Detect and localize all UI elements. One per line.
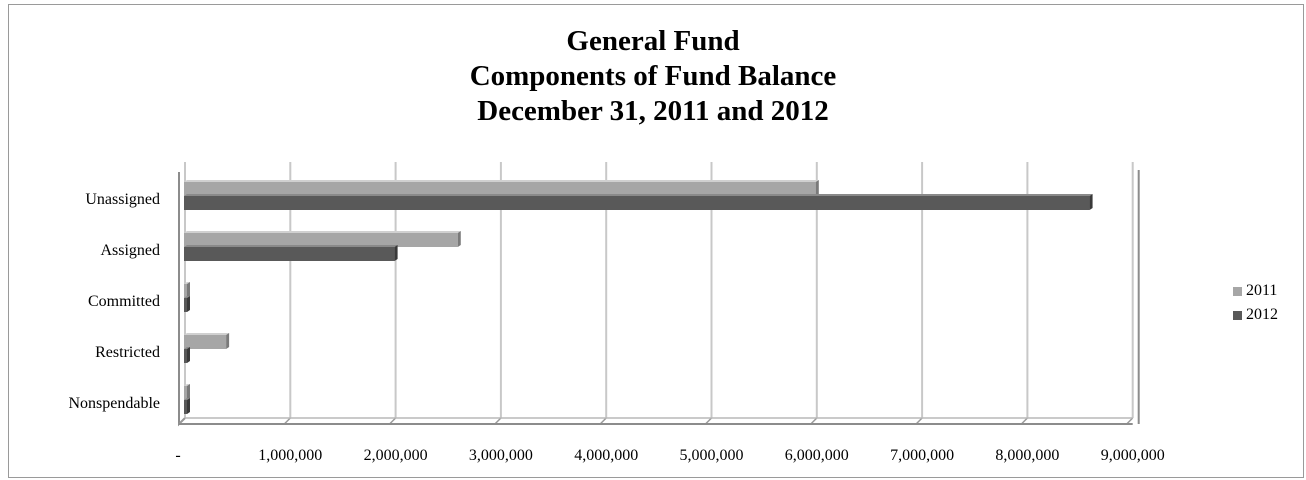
legend-item-2012: 2012	[1233, 303, 1278, 327]
chart-title-line-3: December 31, 2011 and 2012	[477, 95, 829, 127]
category-label: Assigned	[100, 242, 160, 259]
bar-side-face	[187, 347, 190, 363]
legend-swatch-2012	[1233, 310, 1242, 320]
bar-top-face	[184, 245, 398, 247]
bar-side-face	[457, 231, 461, 247]
bar-top-face	[184, 282, 190, 284]
bar-side-face	[187, 398, 190, 414]
x-tick-label: 8,000,000	[995, 447, 1059, 464]
x-tick-label: 5,000,000	[680, 447, 744, 464]
bar-2012-assigned	[184, 247, 395, 261]
category-label: Nonspendable	[68, 395, 160, 412]
bar-side-face	[394, 245, 398, 261]
x-tick-label: 7,000,000	[890, 447, 954, 464]
chart-title-line-2: Components of Fund Balance	[469, 60, 837, 92]
bar-2011-unassigned	[184, 182, 816, 196]
bar-2011-nonspendable	[184, 386, 187, 400]
bar-2012-nonspendable	[184, 400, 187, 414]
bar-top-face	[184, 296, 190, 298]
x-tick-label: 9,000,000	[1101, 447, 1165, 464]
bar-2011-restricted	[184, 335, 227, 349]
bar-side-face	[815, 180, 819, 196]
bar-side-face	[187, 282, 190, 298]
legend-item-2011: 2011	[1233, 279, 1278, 303]
legend-label-2012: 2012	[1246, 306, 1278, 323]
category-label: Unassigned	[85, 191, 160, 208]
legend-swatch-2011	[1233, 286, 1242, 296]
bar-side-face	[1089, 194, 1093, 210]
x-tick-label: 3,000,000	[469, 447, 533, 464]
x-tick-label: 1,000,000	[258, 447, 322, 464]
bar-top-face	[184, 180, 819, 182]
bar-top-face	[184, 384, 190, 386]
category-label: Restricted	[95, 344, 160, 361]
bar-top-face	[184, 347, 190, 349]
bar-top-face	[184, 231, 461, 233]
bar-top-face	[184, 398, 190, 400]
x-tick-label: 2,000,000	[364, 447, 428, 464]
bar-2012-committed	[184, 298, 187, 312]
legend: 2011 2012	[1233, 279, 1278, 327]
x-tick-label: 6,000,000	[785, 447, 849, 464]
x-tick-label: 4,000,000	[574, 447, 638, 464]
bar-top-face	[184, 333, 230, 335]
bar-2011-committed	[184, 284, 187, 298]
bar-top-face	[184, 194, 1093, 196]
bar-side-face	[187, 384, 190, 400]
legend-label-2011: 2011	[1246, 282, 1278, 299]
bar-2011-assigned	[184, 233, 458, 247]
bar-2012-restricted	[184, 349, 187, 363]
category-label: Committed	[88, 293, 160, 310]
bar-side-face	[187, 296, 190, 312]
x-tick-label: -	[175, 447, 180, 464]
bar-2012-unassigned	[184, 196, 1090, 210]
chart-title: General Fund Components of Fund Balance …	[0, 24, 1306, 129]
bar-side-face	[226, 333, 230, 349]
chart-title-line-1: General Fund	[566, 25, 740, 57]
